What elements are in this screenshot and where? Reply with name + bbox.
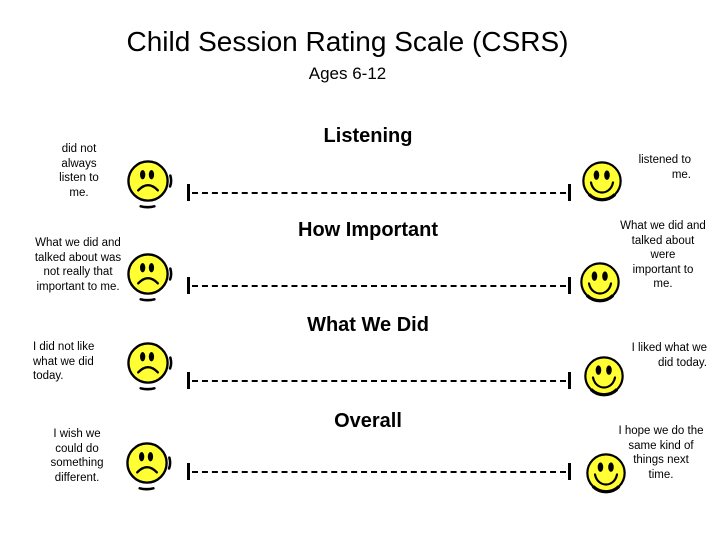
scale-right-end-tick: [568, 463, 571, 480]
section-heading-what-we-did: What We Did: [307, 314, 429, 336]
scale-right-end-tick: [568, 277, 571, 294]
section-heading-listening: Listening: [323, 125, 413, 147]
high-end-label-overall: I hope we do the same kind of things nex…: [618, 425, 704, 481]
page-subtitle: Ages 6-12: [308, 64, 387, 83]
low-end-label-listening: did not always listen to me.: [59, 143, 99, 199]
sad-face-icon: [126, 339, 173, 391]
rating-scale-how-important[interactable]: [187, 277, 571, 294]
section-heading-overall: Overall: [334, 410, 402, 432]
low-end-label-what-we-did: I did not like what we did today.: [33, 341, 95, 382]
title-block: Child Session Rating Scale (CSRS) Ages 6…: [0, 27, 695, 84]
sad-face-icon: [126, 157, 173, 209]
scale-dashed-line: [192, 191, 566, 194]
scale-right-end-tick: [568, 372, 571, 389]
happy-face-icon: [580, 160, 624, 204]
page-title: Child Session Rating Scale (CSRS): [126, 26, 569, 57]
rating-scale-what-we-did[interactable]: [187, 372, 571, 389]
high-end-label-what-we-did: I liked what we did today.: [631, 342, 707, 369]
scale-left-end-tick: [187, 184, 190, 201]
scale-left-end-tick: [187, 277, 190, 294]
rating-scale-listening[interactable]: [187, 184, 571, 201]
high-end-label-listening: listened to me.: [638, 154, 691, 181]
sad-face-icon: [126, 250, 173, 302]
sad-face-icon: [125, 439, 172, 491]
low-end-label-how-important: What we did and talked about was not rea…: [34, 237, 122, 293]
scale-left-end-tick: [187, 372, 190, 389]
scale-dashed-line: [192, 379, 566, 382]
rating-scale-overall[interactable]: [187, 463, 571, 480]
scale-dashed-line: [192, 284, 566, 287]
happy-face-icon: [582, 355, 626, 399]
low-end-label-overall: I wish we could do something different.: [50, 428, 104, 484]
scale-dashed-line: [192, 470, 566, 473]
scale-left-end-tick: [187, 463, 190, 480]
section-heading-how-important: How Important: [298, 219, 438, 241]
scale-right-end-tick: [568, 184, 571, 201]
high-end-label-how-important: What we did and talked about were import…: [620, 220, 706, 290]
